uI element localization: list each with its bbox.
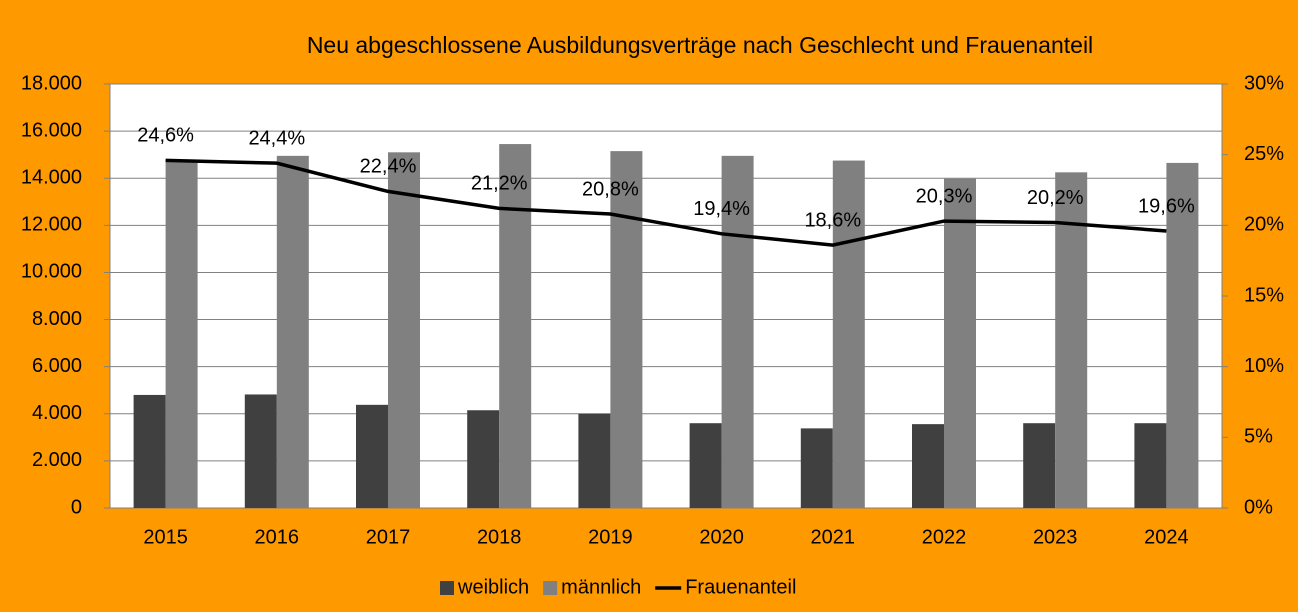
x-tick-label: 2015 — [143, 526, 188, 548]
y-tick-label: 14.000 — [21, 167, 82, 189]
y-tick-label: 0 — [71, 496, 82, 518]
data-label: 20,2% — [1027, 187, 1084, 209]
y2-tick-label: 0% — [1244, 496, 1273, 518]
data-label: 22,4% — [360, 156, 417, 178]
y-tick-label: 10.000 — [21, 261, 82, 283]
bar — [832, 160, 865, 509]
x-tick-label: 2020 — [699, 526, 744, 548]
bar — [610, 151, 643, 508]
bar — [944, 178, 976, 508]
bar — [578, 413, 611, 508]
bar — [1166, 162, 1199, 508]
bar — [1023, 423, 1056, 508]
data-label: 21,2% — [471, 173, 528, 195]
y-tick-label: 2.000 — [32, 449, 82, 471]
y-tick-label: 18.000 — [21, 72, 82, 94]
data-label: 20,8% — [582, 178, 639, 200]
bar — [1055, 172, 1088, 509]
x-tick-label: 2019 — [588, 526, 633, 548]
y-tick-label: 16.000 — [21, 119, 82, 141]
y2-tick-label: 5% — [1244, 426, 1273, 448]
legend-swatch — [440, 581, 454, 595]
chart-title: Neu abgeschlossene Ausbildungsverträge n… — [307, 32, 1093, 58]
bar — [133, 394, 166, 508]
legend-label: männlich — [561, 576, 641, 598]
y2-tick-label: 30% — [1244, 72, 1284, 94]
data-label: 24,4% — [248, 127, 305, 149]
y2-tick-label: 10% — [1244, 355, 1284, 377]
y-tick-label: 8.000 — [32, 308, 82, 330]
y2-tick-label: 25% — [1244, 143, 1284, 165]
legend-swatch — [543, 581, 558, 595]
data-label: 19,4% — [693, 198, 750, 220]
data-label: 20,3% — [916, 185, 973, 207]
data-label: 18,6% — [804, 209, 861, 231]
x-tick-label: 2024 — [1144, 526, 1189, 548]
bar — [800, 428, 833, 508]
bar — [467, 410, 500, 508]
y2-tick-label: 15% — [1244, 284, 1284, 306]
bar — [388, 152, 420, 509]
bar — [165, 160, 198, 509]
bar — [1134, 423, 1167, 508]
bar — [912, 424, 944, 508]
bar — [244, 394, 277, 508]
legend-label: Frauenanteil — [685, 576, 796, 598]
data-label: 19,6% — [1138, 195, 1195, 217]
bar — [276, 155, 309, 508]
x-tick-label: 2018 — [477, 526, 522, 548]
y-tick-label: 12.000 — [21, 214, 82, 236]
bar — [721, 155, 754, 508]
bar — [689, 423, 722, 508]
y-tick-label: 6.000 — [32, 355, 82, 377]
y-tick-label: 4.000 — [32, 402, 82, 424]
bar — [356, 404, 388, 508]
legend-label: weiblich — [457, 576, 529, 598]
x-tick-label: 2022 — [922, 526, 967, 548]
x-tick-label: 2023 — [1033, 526, 1078, 548]
x-tick-label: 2017 — [366, 526, 411, 548]
x-tick-label: 2016 — [255, 526, 300, 548]
data-label: 24,6% — [137, 125, 194, 147]
y2-tick-label: 20% — [1244, 214, 1284, 236]
x-tick-label: 2021 — [811, 526, 856, 548]
line — [165, 158, 1167, 247]
bar — [499, 144, 532, 509]
